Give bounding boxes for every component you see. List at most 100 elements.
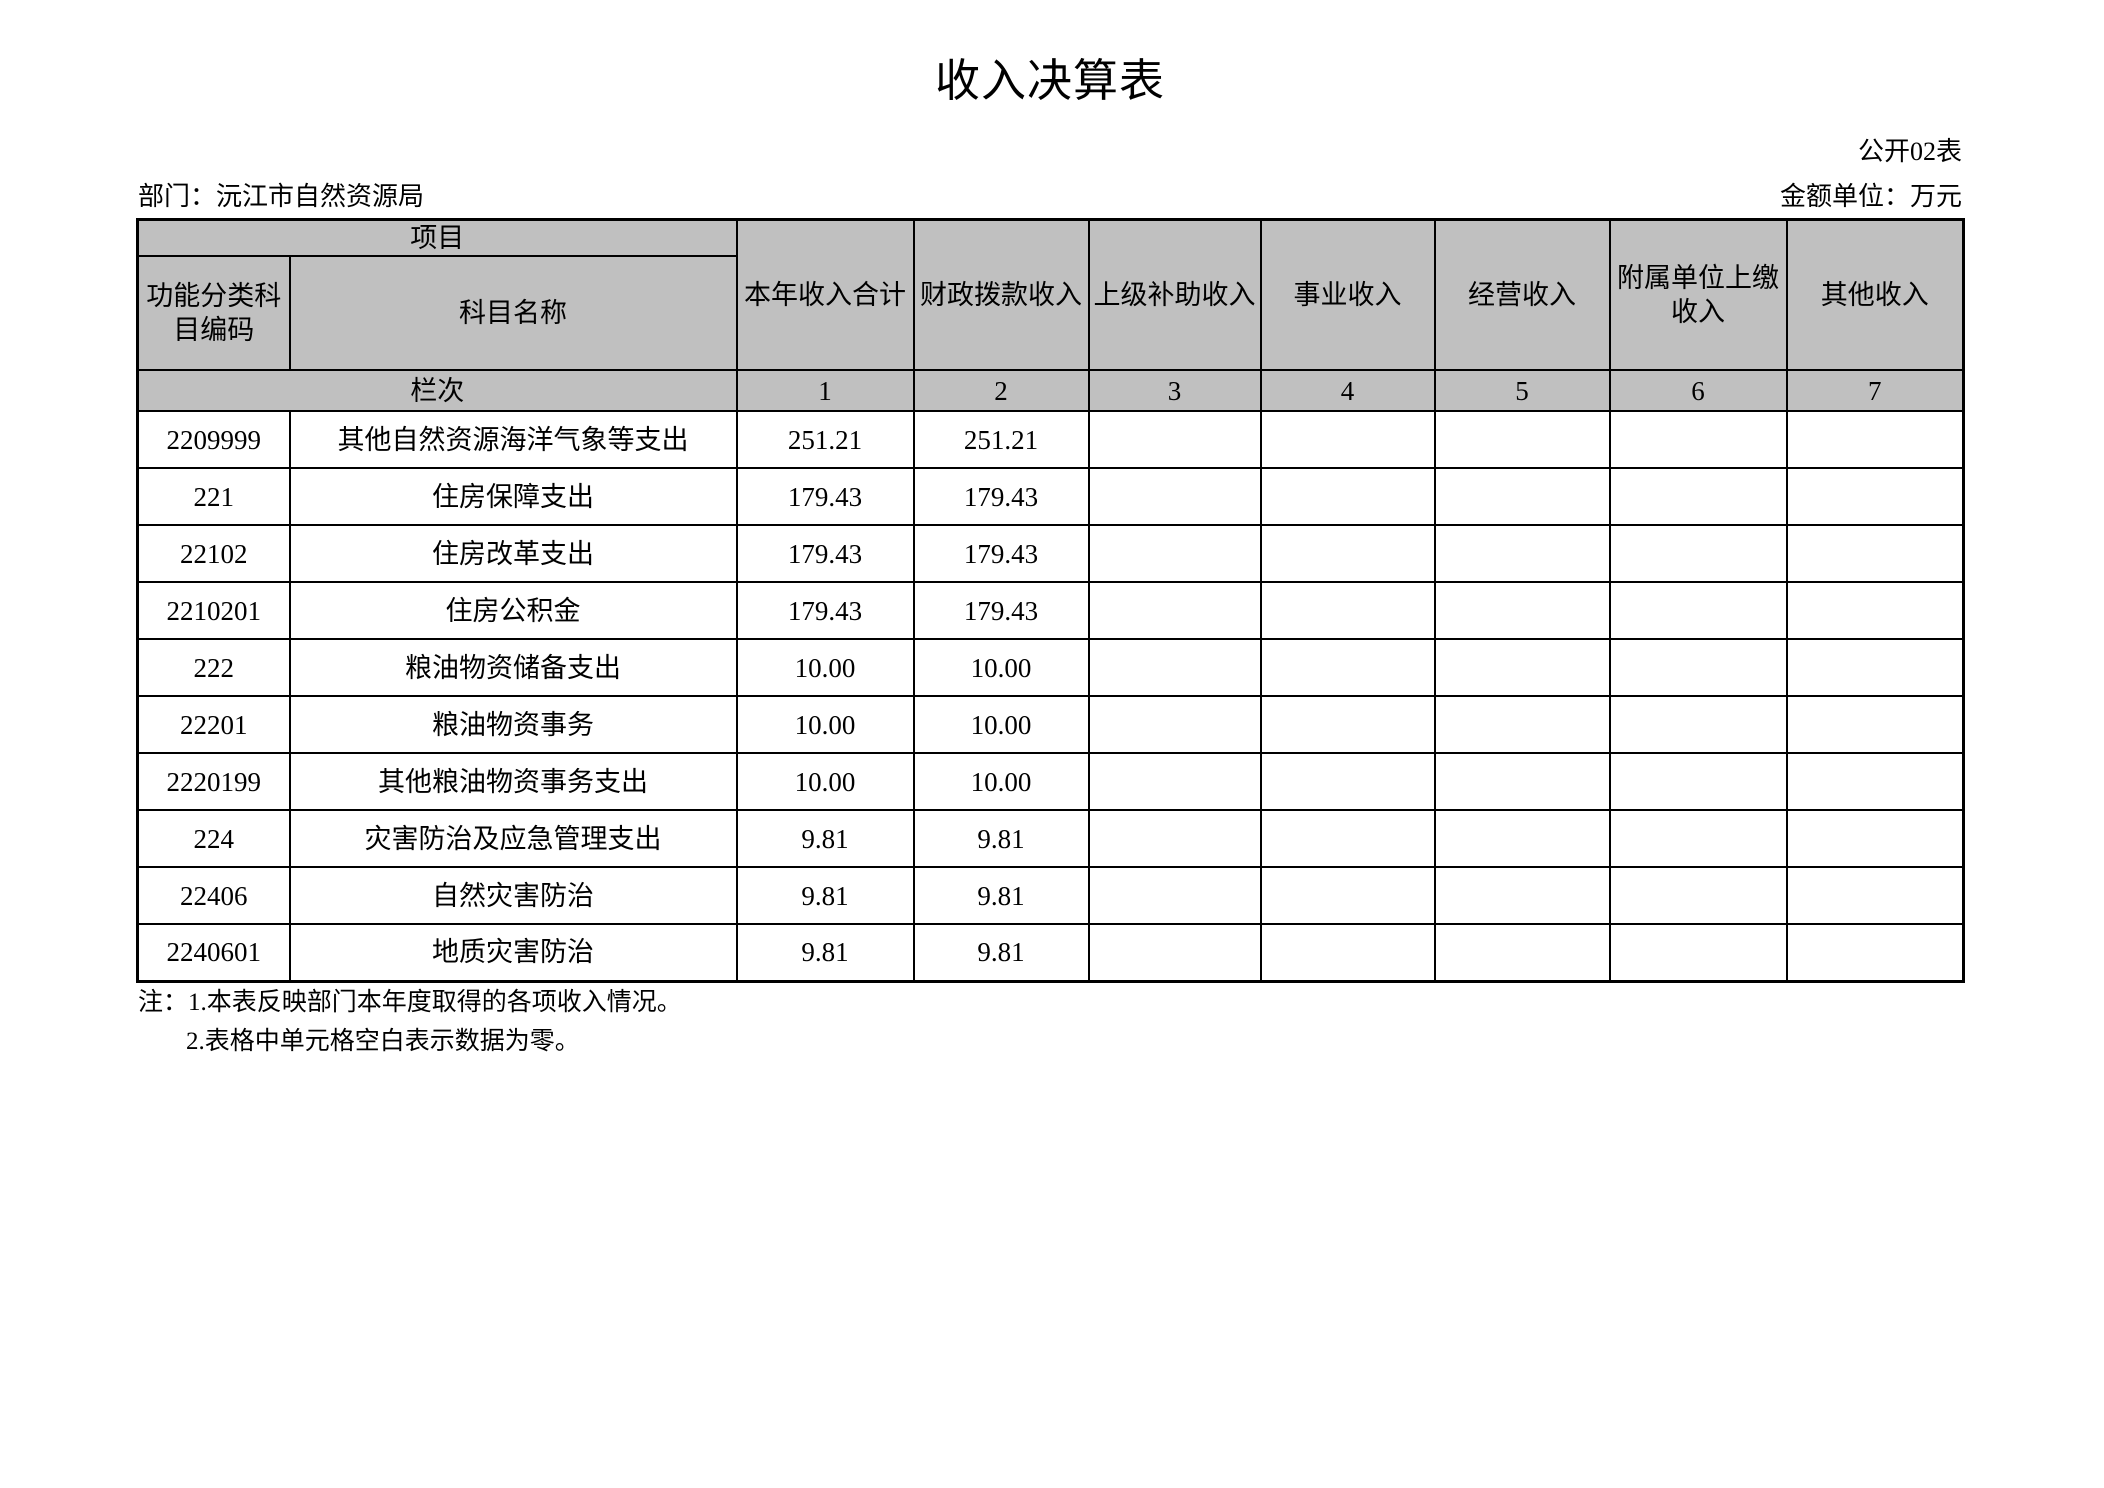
row-value <box>1608 809 1788 868</box>
row-value <box>1608 866 1788 925</box>
row-value: 10.00 <box>912 695 1090 754</box>
header-col-other: 其他收入 <box>1785 218 1965 371</box>
header-group-row: 项目 本年收入合计 财政拨款收入 上级补助收入 事业收入 经营收入 附属单位上缴… <box>136 218 1965 371</box>
row-value: 9.81 <box>735 866 915 925</box>
row-value <box>1608 524 1788 583</box>
income-table: 项目 本年收入合计 财政拨款收入 上级补助收入 事业收入 经营收入 附属单位上缴… <box>136 218 1965 983</box>
column-number: 7 <box>1785 369 1965 412</box>
table-row: 2220199 其他粮油物资事务支出 10.00 10.00 <box>136 752 1965 811</box>
row-value <box>1608 923 1788 982</box>
form-code: 公开02表 <box>1857 137 1962 166</box>
row-value: 9.81 <box>735 923 915 982</box>
row-name: 粮油物资储备支出 <box>288 638 738 697</box>
table-row: 224 灾害防治及应急管理支出 9.81 9.81 <box>136 809 1965 868</box>
header-sub-row: 功能分类科目编码 科目名称 <box>136 255 1964 371</box>
table-row: 22102 住房改革支出 179.43 179.43 <box>136 524 1965 583</box>
row-value: 179.43 <box>735 581 915 640</box>
row-value <box>1087 467 1262 526</box>
row-name: 粮油物资事务 <box>288 695 738 754</box>
row-code: 2209999 <box>136 410 291 469</box>
row-value: 9.81 <box>912 866 1090 925</box>
department-label: 部门：沅江市自然资源局 <box>138 182 425 211</box>
column-number: 3 <box>1087 369 1262 412</box>
row-value <box>1433 866 1611 925</box>
row-value <box>1433 752 1611 811</box>
row-value <box>1785 581 1965 640</box>
row-name: 自然灾害防治 <box>288 866 738 925</box>
header-col-fiscal: 财政拨款收入 <box>912 218 1090 371</box>
row-value <box>1608 581 1788 640</box>
row-value <box>1785 752 1965 811</box>
row-value <box>1433 923 1611 982</box>
page-title: 收入决算表 <box>934 56 1165 106</box>
row-value <box>1259 581 1436 640</box>
row-value <box>1087 866 1262 925</box>
table-row: 22201 粮油物资事务 10.00 10.00 <box>136 695 1965 754</box>
meta-row: 部门：沅江市自然资源局 金额单位：万元 <box>138 179 1962 215</box>
column-number-row: 栏次 1 2 3 4 5 6 7 <box>136 369 1965 412</box>
row-value <box>1087 524 1262 583</box>
unit-label: 金额单位：万元 <box>1779 182 1962 211</box>
row-code: 22406 <box>136 866 291 925</box>
table-row: 2240601 地质灾害防治 9.81 9.81 <box>136 923 1965 982</box>
column-number: 1 <box>735 369 915 412</box>
table-row: 222 粮油物资储备支出 10.00 10.00 <box>136 638 1965 697</box>
header-col-superior: 上级补助收入 <box>1087 218 1262 371</box>
table-row: 2209999 其他自然资源海洋气象等支出 251.21 251.21 <box>136 410 1965 469</box>
row-value <box>1608 695 1788 754</box>
row-value: 179.43 <box>735 467 915 526</box>
row-value: 9.81 <box>912 923 1090 982</box>
row-value <box>1433 467 1611 526</box>
row-value <box>1087 923 1262 982</box>
row-value: 251.21 <box>735 410 915 469</box>
row-value <box>1087 581 1262 640</box>
row-name: 住房保障支出 <box>288 467 738 526</box>
row-value <box>1433 581 1611 640</box>
row-code: 221 <box>136 467 291 526</box>
row-value <box>1785 695 1965 754</box>
header-col-subsidiary: 附属单位上缴收入 <box>1608 218 1788 371</box>
row-value <box>1785 809 1965 868</box>
column-number: 5 <box>1433 369 1611 412</box>
column-number: 2 <box>912 369 1090 412</box>
row-code: 2210201 <box>136 581 291 640</box>
row-code: 22201 <box>136 695 291 754</box>
header-name: 科目名称 <box>288 255 738 371</box>
row-value <box>1608 638 1788 697</box>
row-value <box>1433 809 1611 868</box>
row-value <box>1785 923 1965 982</box>
header-col-total: 本年收入合计 <box>735 218 915 371</box>
header-col-undertaking: 事业收入 <box>1259 218 1436 371</box>
row-value <box>1785 524 1965 583</box>
row-value <box>1087 638 1262 697</box>
row-name: 其他自然资源海洋气象等支出 <box>288 410 738 469</box>
row-value <box>1433 638 1611 697</box>
row-name: 住房改革支出 <box>288 524 738 583</box>
row-value <box>1087 752 1262 811</box>
table-row: 2210201 住房公积金 179.43 179.43 <box>136 581 1965 640</box>
table-row: 221 住房保障支出 179.43 179.43 <box>136 467 1965 526</box>
header-group: 项目 <box>136 218 738 257</box>
row-value: 179.43 <box>912 467 1090 526</box>
row-value: 179.43 <box>912 581 1090 640</box>
column-number: 4 <box>1259 369 1436 412</box>
row-value: 10.00 <box>912 752 1090 811</box>
row-value: 9.81 <box>735 809 915 868</box>
row-value <box>1259 410 1436 469</box>
row-value <box>1785 866 1965 925</box>
row-value: 10.00 <box>735 752 915 811</box>
row-value <box>1087 410 1262 469</box>
row-value <box>1785 467 1965 526</box>
row-value <box>1259 695 1436 754</box>
header-col-operating: 经营收入 <box>1433 218 1611 371</box>
row-value <box>1785 410 1965 469</box>
footnotes: 注：1.本表反映部门本年度取得的各项收入情况。 2.表格中单元格空白表示数据为零… <box>138 983 682 1061</box>
row-value: 9.81 <box>912 809 1090 868</box>
row-value <box>1785 638 1965 697</box>
row-code: 222 <box>136 638 291 697</box>
header-code: 功能分类科目编码 <box>136 255 291 371</box>
row-value: 10.00 <box>912 638 1090 697</box>
row-value <box>1608 467 1788 526</box>
row-value <box>1259 809 1436 868</box>
